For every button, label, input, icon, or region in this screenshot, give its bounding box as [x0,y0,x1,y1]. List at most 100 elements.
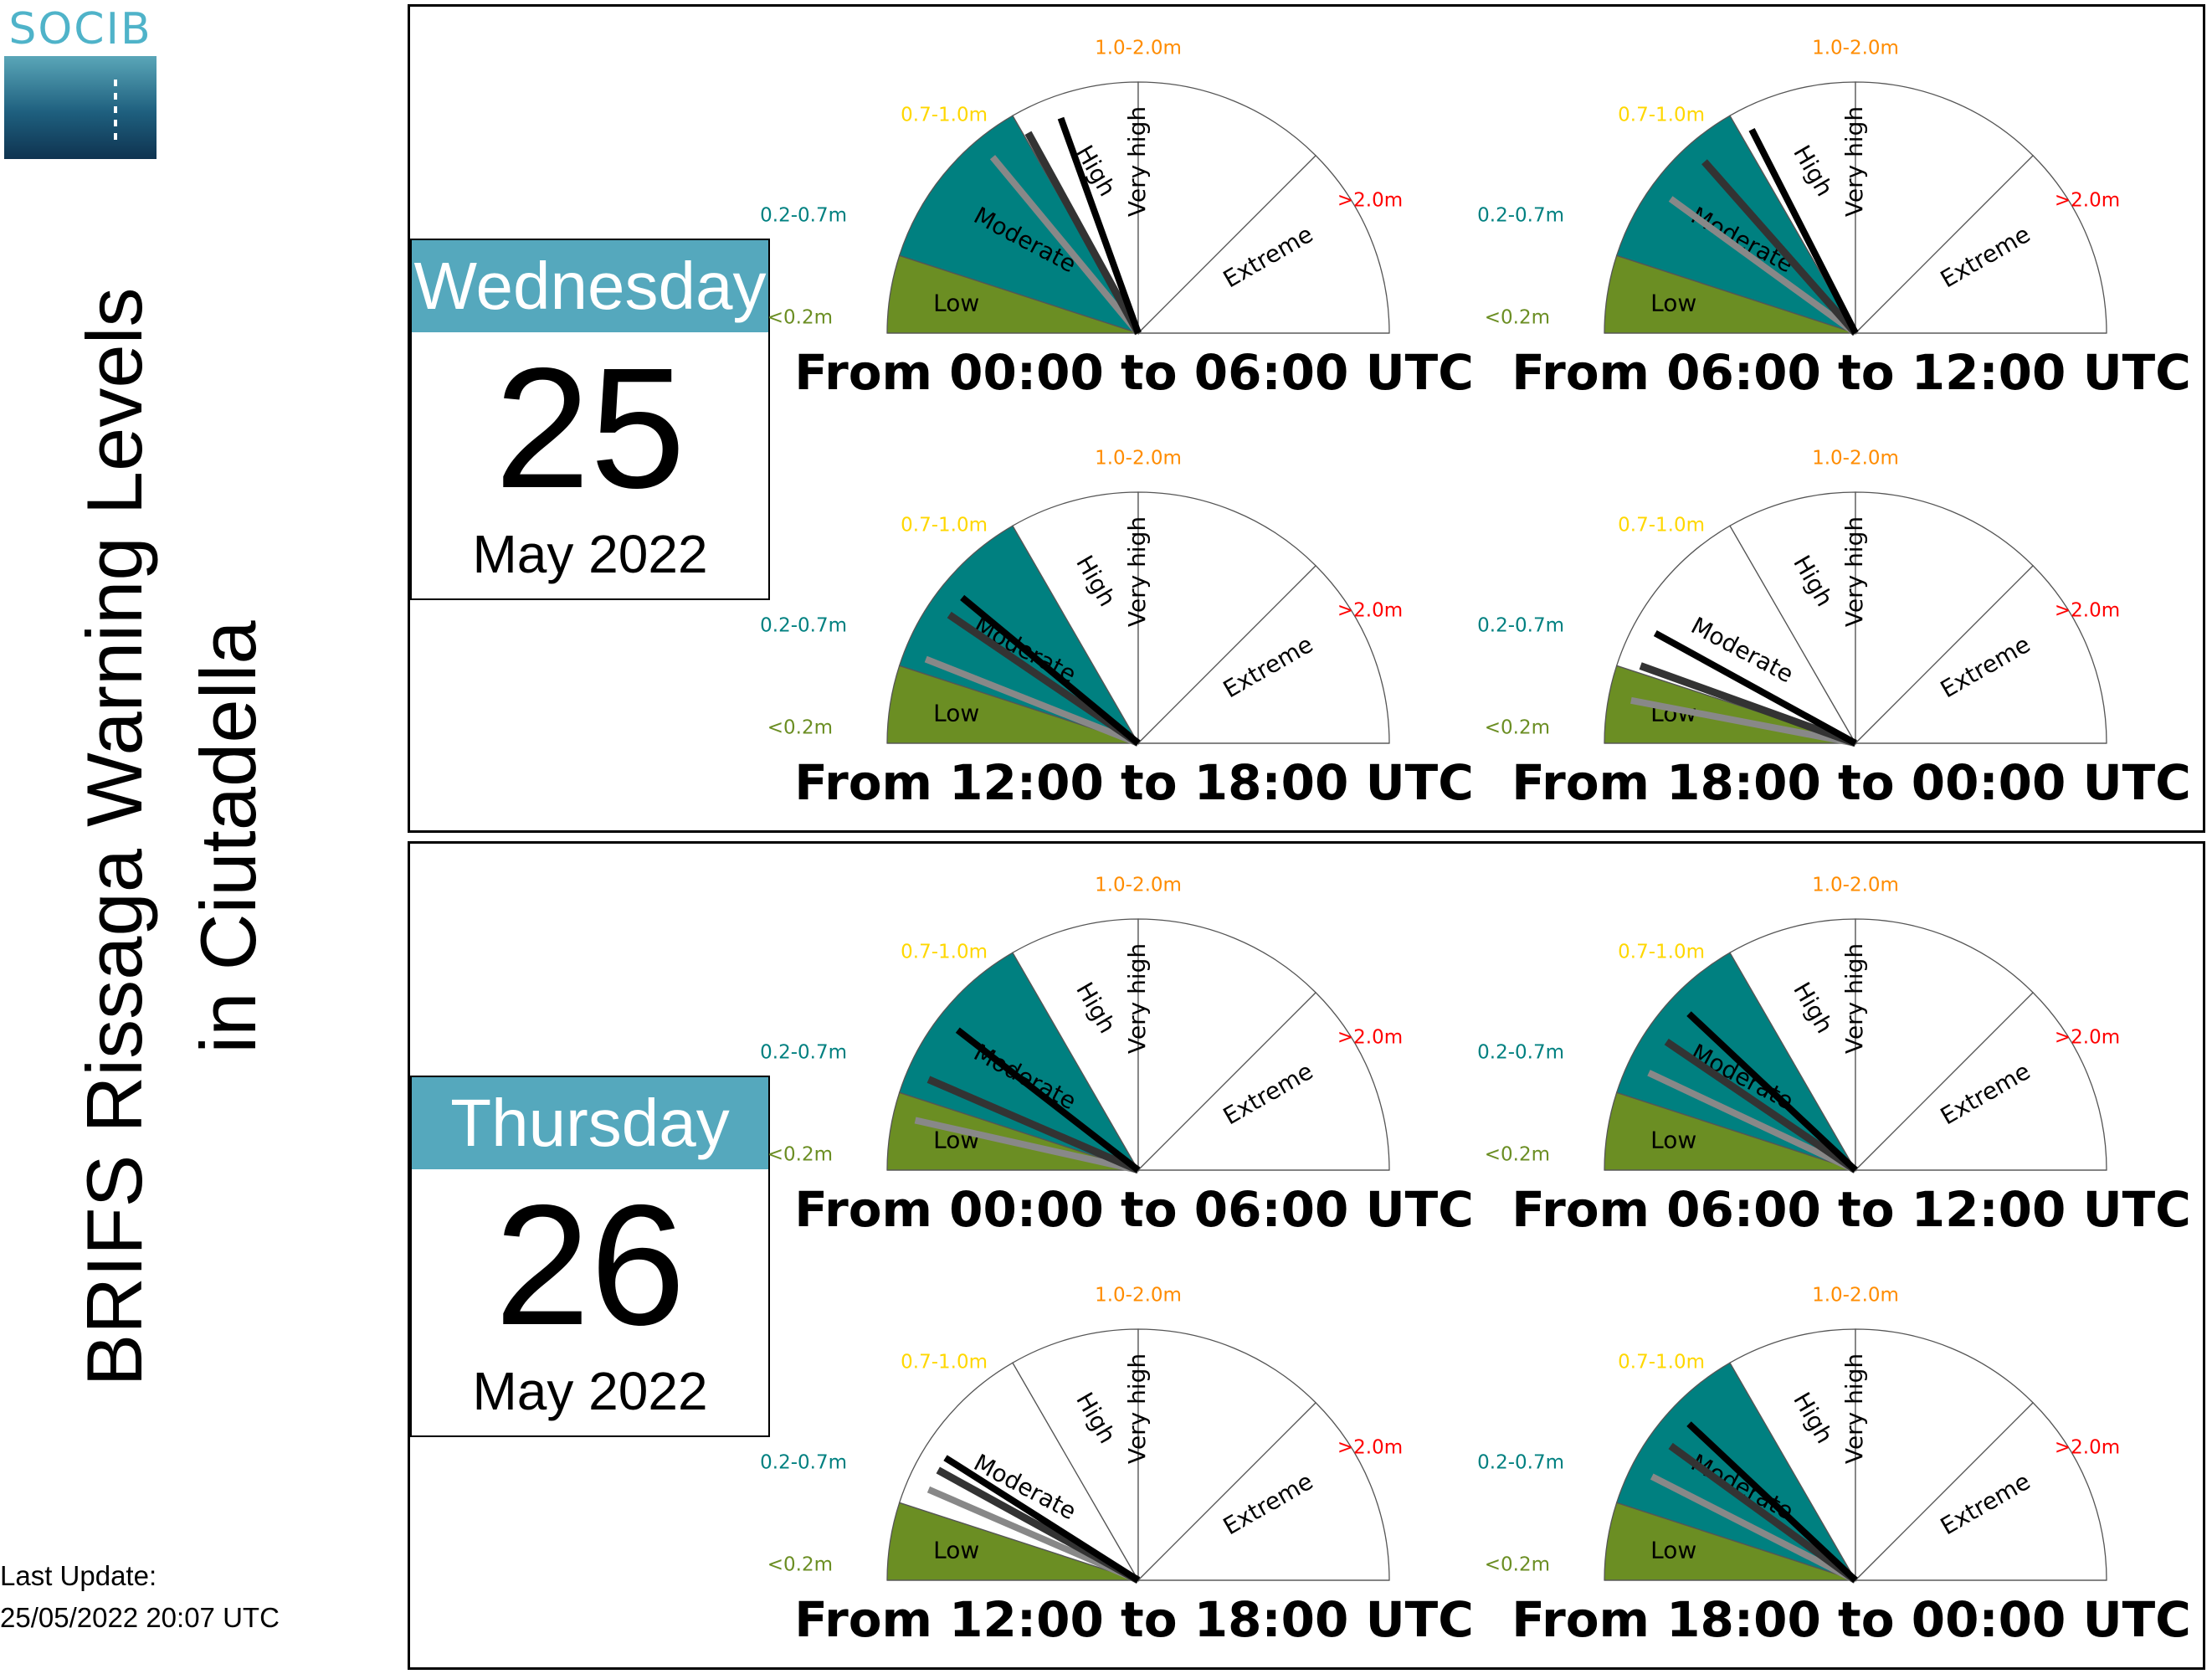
gauge-range-label: <0.2m [1485,717,1550,739]
gauge-needle [1639,662,1857,747]
gauge-range-label: 0.2-0.7m [760,615,847,637]
period-label: From 06:00 to 12:00 UTC [1511,344,2191,401]
gauge-range-label: <0.2m [1485,307,1550,329]
gauge-range-label: >2.0m [1337,1027,1403,1049]
logo-wave-graphic [4,56,157,159]
page-title-line1: BRIFS Rissaga Warning Levels [70,287,158,1387]
gauge-range-label: 1.0-2.0m [1812,1285,1899,1307]
gauge-sector-label: Very high [1123,106,1151,217]
gauge-range-label: >2.0m [2055,600,2120,622]
gauge-range-label: 0.7-1.0m [1618,1352,1705,1374]
gauge-range-label: <0.2m [1485,1144,1550,1166]
gauge-needle [989,155,1142,336]
gauge-sector-label: Low [1650,290,1696,317]
day-card-wednesday: Wednesday 25 May 2022 [410,239,770,600]
gauge-range-label: 0.7-1.0m [901,105,988,126]
gauge-sector-moderate [898,952,1140,1172]
day-panel-thursday [408,841,2205,1670]
gauge-sector-high [1729,1328,1856,1583]
period-label: From 12:00 to 18:00 UTC [794,1591,1474,1648]
period-label: From 18:00 to 00:00 UTC [1511,754,2191,811]
gauge-range-label: 0.2-0.7m [1477,1042,1564,1064]
gauge-range-label: 1.0-2.0m [1812,875,1899,896]
gauge-range-label: 0.2-0.7m [760,1042,847,1064]
gauge-sector-moderate [1615,115,1857,335]
gauge-needle [955,1027,1141,1173]
gauge-needle [1664,1038,1858,1173]
gauge-sector-label: Low [933,700,979,727]
gauge-range-label: 0.2-0.7m [760,205,847,227]
gauge-range-label: 1.0-2.0m [1095,448,1182,470]
gauge-sector-very-high [1855,1328,2035,1582]
gauge-range-label: 0.7-1.0m [901,1352,988,1374]
gauge-needle [914,1117,1139,1173]
gauge-needle [1653,629,1857,747]
gauge-range-label: 1.0-2.0m [1095,875,1182,896]
day-panel-wednesday [408,4,2205,833]
gauge-range-label: >2.0m [2055,1027,2120,1049]
gauge-range-label: <0.2m [767,307,833,329]
gauge-sector-label: Very high [1123,1353,1151,1464]
gauge-range-label: 1.0-2.0m [1812,448,1899,470]
period-label: From 00:00 to 06:00 UTC [794,1181,1474,1238]
gauge-sector-extreme [1137,991,1390,1171]
day-number: 25 [494,332,686,524]
weekday-label: Wednesday [412,240,768,332]
gauge-range-label: 1.0-2.0m [1095,1285,1182,1307]
gauge-sector-high [1012,1328,1139,1583]
gauge-range-label: 1.0-2.0m [1095,38,1182,59]
day-number: 26 [494,1169,686,1361]
page-title-line2: in Ciutadella [184,620,272,1054]
gauge-range-label: 1.0-2.0m [1812,38,1899,59]
gauge-range-label: 0.2-0.7m [760,1452,847,1474]
gauge-sector-very-high [1855,81,2035,335]
gauge-range-label: 0.2-0.7m [1477,615,1564,637]
gauge-range-label: 0.7-1.0m [1618,105,1705,126]
gauge-needle [1686,1421,1858,1583]
gauge-needle [1701,159,1859,336]
gauge-sector-very-high [1137,491,1317,745]
gauge-range-label: <0.2m [767,717,833,739]
gauge-range-label: >2.0m [1337,600,1403,622]
gauge-sector-moderate [898,1362,1140,1582]
logo-dash-graphic [114,80,117,146]
logo-text: SOCIB [8,4,152,54]
month-year: May 2022 [472,524,708,584]
day-card-thursday: Thursday 26 May 2022 [410,1076,770,1437]
gauge-needle [1668,196,1858,336]
gauge-needle [1647,1070,1857,1173]
gauge-range-label: >2.0m [2055,1437,2120,1459]
weekday-label: Thursday [412,1077,768,1169]
socib-logo: SOCIB [4,4,157,159]
gauge-range-label: 0.7-1.0m [901,942,988,963]
gauge-sector-high [1012,918,1139,1173]
gauge-range-label: >2.0m [1337,1437,1403,1459]
gauge-needle [1630,696,1856,747]
gauge-sector-label: Very high [1840,106,1868,217]
gauge-needle [926,1076,1140,1174]
gauge-needle [1024,131,1142,336]
gauge-range-label: 0.7-1.0m [1618,515,1705,537]
gauge-sector-very-high [1855,918,2035,1172]
gauge-sector-label: Very high [1840,943,1868,1054]
gauge-needle [1650,1473,1857,1584]
gauge-range-label: 0.7-1.0m [901,515,988,537]
gauge-sector-extreme [1137,1401,1390,1581]
gauge-range-label: <0.2m [767,1554,833,1576]
gauge-sector-label: Low [933,1537,979,1564]
gauge-sector-extreme [1854,154,2107,334]
gauge-sector-label: Low [933,290,979,317]
gauge-range-label: 0.2-0.7m [1477,205,1564,227]
gauge-sector-label: Very high [1123,516,1151,627]
gauge-range-label: >2.0m [2055,190,2120,212]
gauge-sector-very-high [1855,491,2035,745]
gauge-sector-high [1012,491,1139,746]
gauge-needle [1668,1442,1858,1584]
gauge-sector-very-high [1137,81,1317,335]
gauge-range-label: 0.7-1.0m [1618,942,1705,963]
gauge-sector-moderate [1615,525,1857,745]
